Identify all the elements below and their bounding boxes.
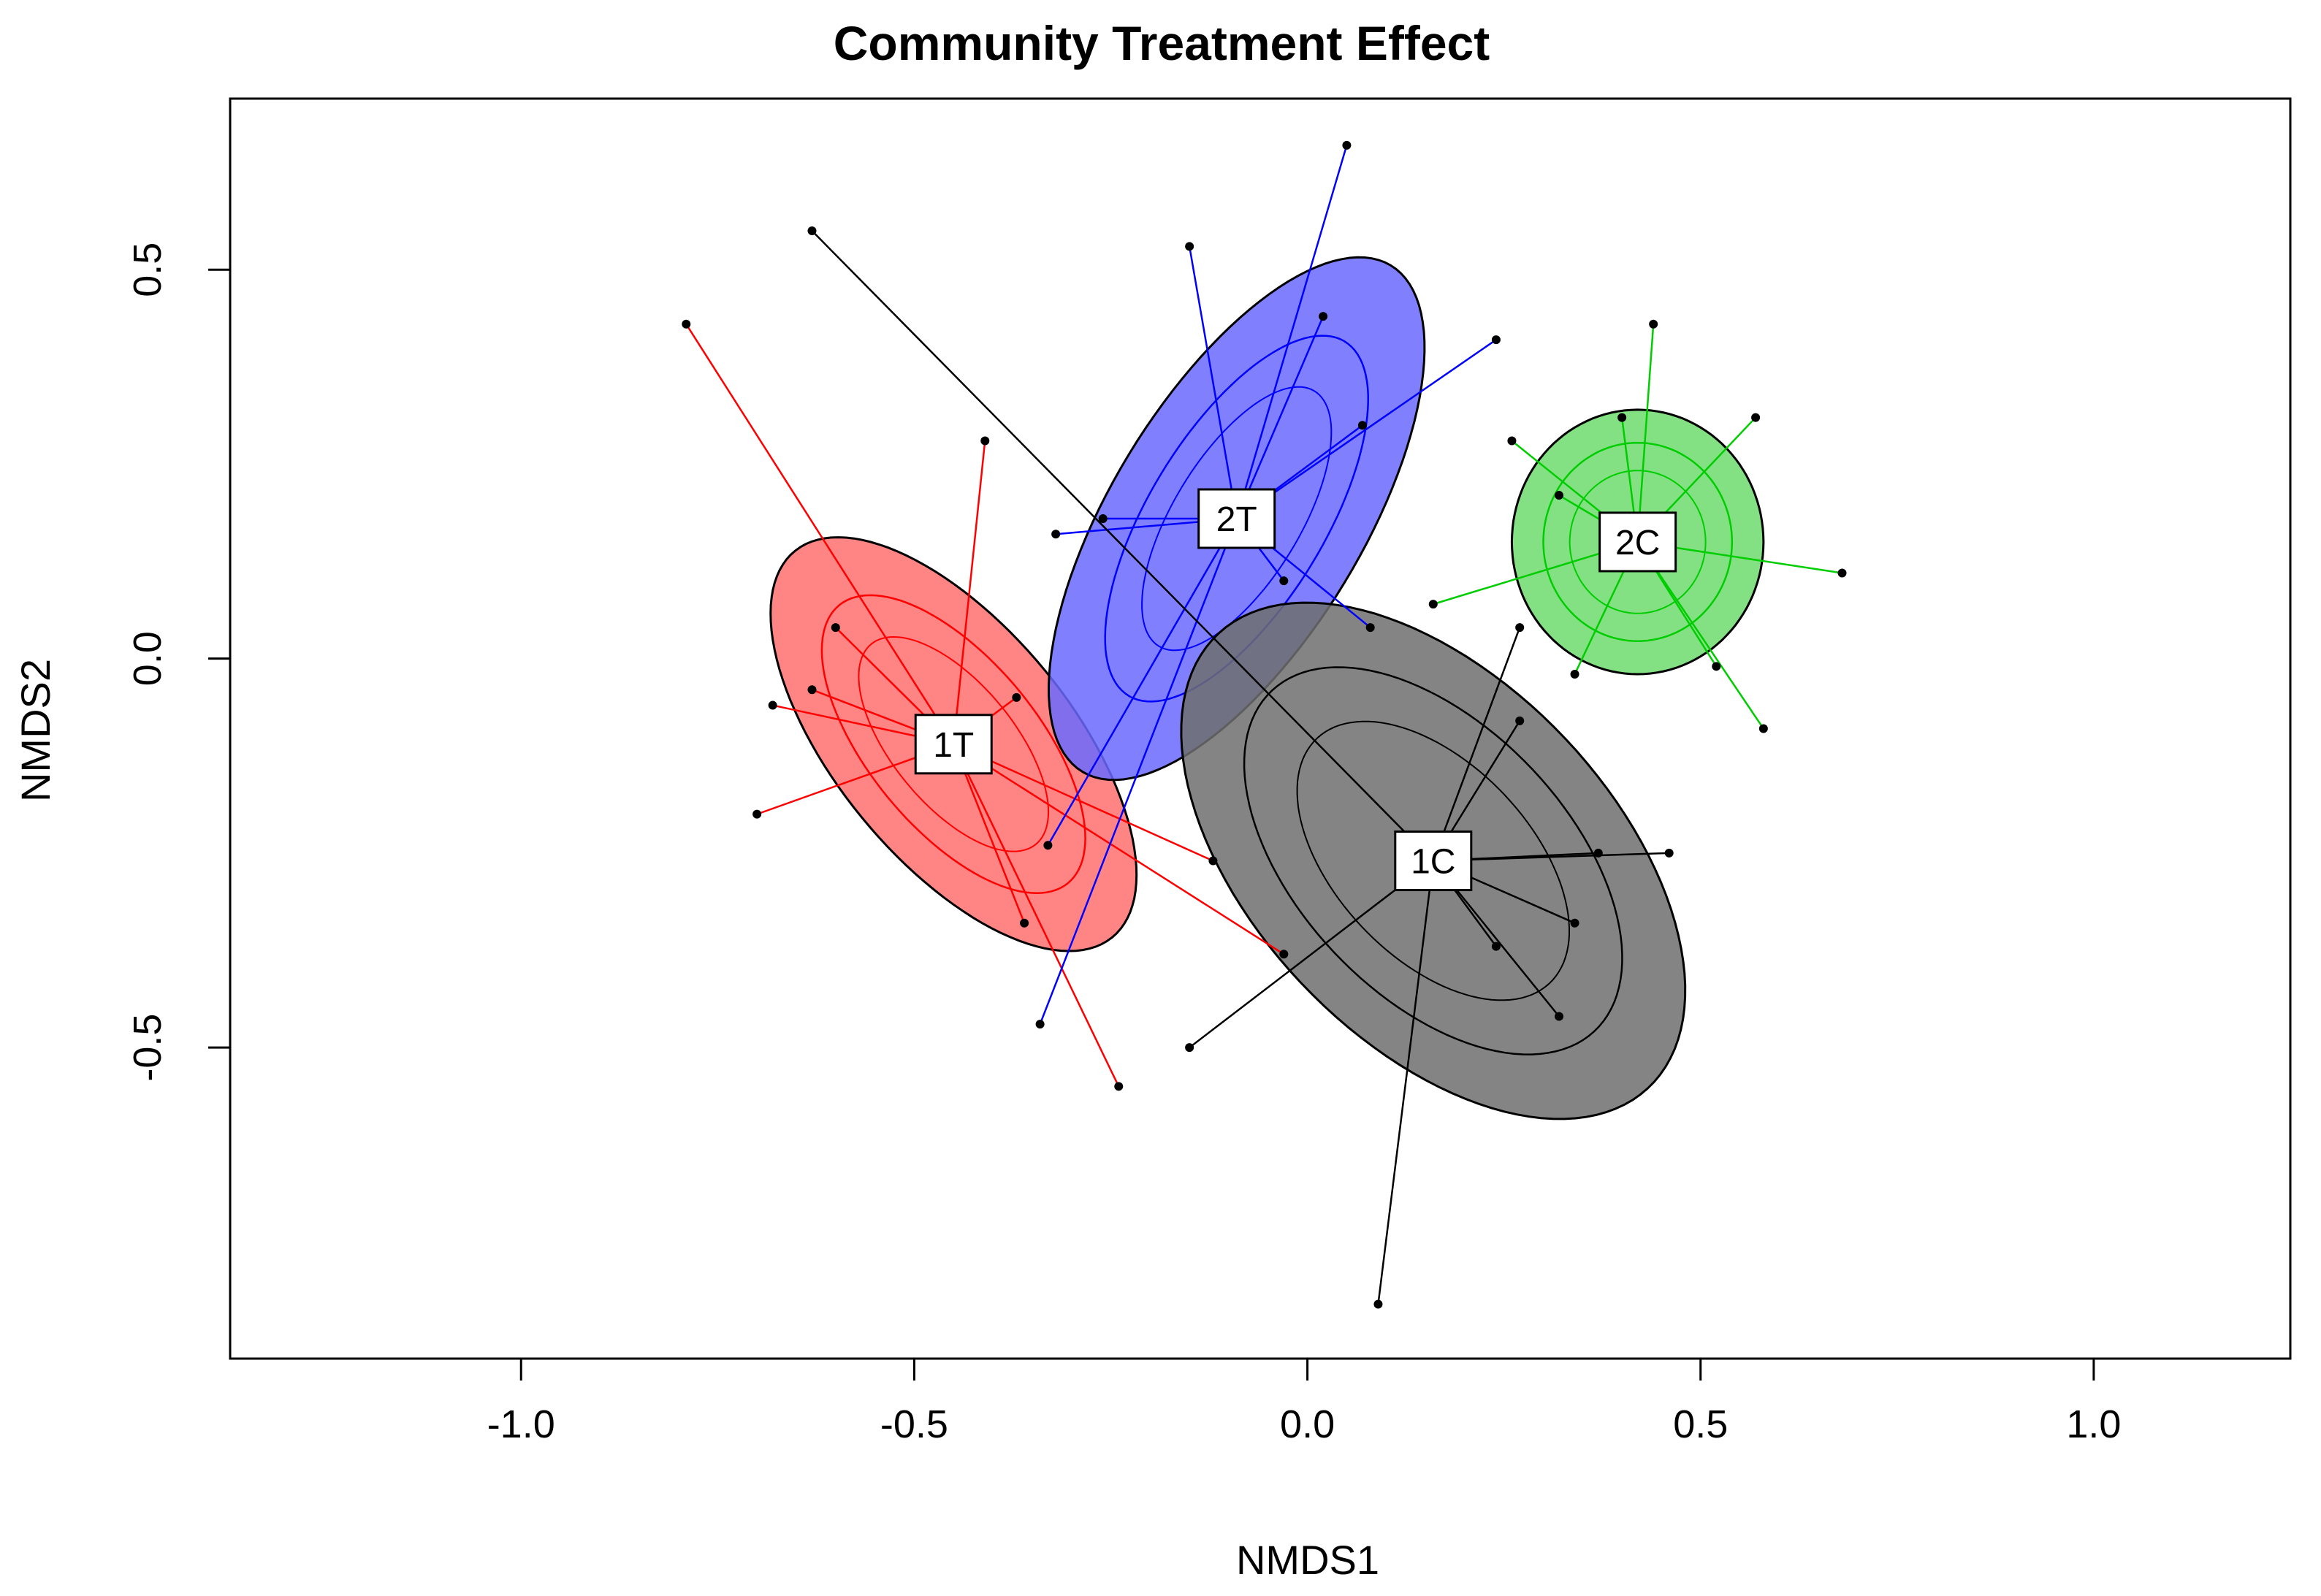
point-layer: [682, 140, 1847, 1309]
ellipse-inner-1c: [1243, 666, 1623, 1055]
data-point-1t: [1012, 692, 1021, 702]
ellipse-inner-2c: [1542, 441, 1734, 642]
axes-layer: -1.0 -0.5 0.0 0.5 1.0 0.5 0.0 -0.5: [126, 243, 2121, 1446]
chart-title: Community Treatment Effect: [834, 16, 1490, 70]
data-point-2c: [1751, 413, 1761, 422]
data-point-1c: [1373, 1299, 1383, 1309]
data-point-2c: [1428, 600, 1438, 609]
data-point-1t: [768, 700, 777, 710]
group-label-1t: 1T: [933, 726, 974, 765]
data-point-2c: [1837, 568, 1847, 578]
data-point-1c: [1593, 848, 1603, 858]
spider-line-2t: [1039, 518, 1238, 1025]
data-point-2t: [1319, 312, 1328, 321]
data-point-1c: [1664, 848, 1674, 858]
y-tick-label: 0.0: [126, 631, 169, 686]
data-point-2t: [1357, 421, 1367, 430]
data-point-2t: [1043, 841, 1053, 850]
group-label-1c: 1C: [1411, 843, 1455, 882]
data-point-1c: [1185, 1043, 1194, 1053]
ellipse-core-2t: [1141, 386, 1333, 652]
ellipse-core-1t: [858, 635, 1050, 852]
x-tick-label: 1.0: [2066, 1402, 2121, 1446]
data-point-2c: [1649, 319, 1658, 329]
spider-line-1c: [811, 230, 1434, 862]
group-label-layer: 1T 2T 2C 1C: [914, 488, 1677, 892]
spider-line-1t: [685, 324, 955, 745]
group-label-box-1t: [914, 714, 993, 775]
group-label-box-2c: [1598, 511, 1677, 573]
data-point-2c: [1555, 491, 1564, 500]
spider-line-1t: [953, 744, 1120, 1087]
data-point-2c: [1617, 413, 1627, 422]
data-point-1c: [1515, 623, 1525, 633]
ellipse-layer: [769, 256, 1765, 1120]
group-label-box-1c: [1394, 831, 1473, 892]
spider-line-2c: [1636, 324, 1655, 543]
data-point-2c: [1712, 662, 1721, 671]
data-point-1t: [807, 685, 817, 695]
spider-line-2c: [1636, 541, 1764, 730]
group-label-2t: 2T: [1216, 500, 1257, 539]
data-point-1t: [1020, 918, 1029, 928]
data-point-1t: [682, 319, 691, 329]
spider-line-2t: [1236, 339, 1497, 520]
x-tick-label: 0.0: [1280, 1402, 1335, 1446]
data-point-2c: [1507, 436, 1517, 446]
spider-line-1t: [953, 743, 1213, 862]
data-point-2t: [1035, 1020, 1045, 1029]
spider-line-1c: [1433, 852, 1669, 862]
spider-layer: [685, 145, 1842, 1305]
x-tick-label: 0.5: [1673, 1402, 1728, 1446]
data-point-2t: [1185, 242, 1194, 251]
data-point-2t: [1491, 335, 1501, 345]
ellipse-inner-1t: [820, 594, 1086, 894]
spider-line-1t: [953, 743, 1284, 955]
data-point-2t: [1279, 576, 1289, 586]
data-point-1c: [1570, 918, 1579, 928]
ellipse-inner-2t: [1104, 335, 1369, 703]
spider-line-1c: [1432, 627, 1521, 861]
data-point-2c: [1758, 724, 1768, 733]
data-point-2t: [1051, 530, 1061, 539]
y-tick-label: -0.5: [126, 1014, 169, 1082]
x-tick-label: -1.0: [487, 1402, 555, 1446]
data-point-1c: [1491, 942, 1501, 951]
data-point-1t: [831, 623, 840, 633]
x-tick-label: -0.5: [880, 1402, 948, 1446]
data-point-2t: [1365, 623, 1375, 633]
data-point-1t: [752, 809, 762, 819]
ellipse-core-2c: [1569, 470, 1707, 614]
spider-line-2t: [1047, 518, 1238, 846]
spider-line-1t: [952, 440, 986, 744]
data-point-2c: [1570, 669, 1579, 679]
ellipse-core-1c: [1296, 720, 1570, 1001]
data-point-1t: [1114, 1082, 1124, 1091]
y-tick-label: 0.5: [126, 243, 169, 297]
spider-line-2t: [1235, 145, 1348, 519]
data-point-2t: [1098, 514, 1108, 523]
group-label-box-2t: [1197, 488, 1276, 549]
spider-line-1c: [1377, 860, 1435, 1305]
data-point-1t: [980, 436, 990, 446]
y-axis-label: NMDS2: [12, 659, 58, 802]
data-point-2t: [1342, 140, 1352, 150]
data-point-1c: [1555, 1012, 1564, 1021]
data-point-1t: [1208, 856, 1218, 866]
data-point-1t: [1279, 950, 1289, 959]
x-axis-label: NMDS1: [1236, 1537, 1379, 1583]
data-point-1c: [1515, 716, 1525, 725]
group-label-2c: 2C: [1615, 524, 1660, 562]
spider-line-2t: [1235, 316, 1325, 519]
data-point-1c: [807, 226, 817, 236]
spider-line-2t: [1188, 246, 1238, 519]
spider-line-1c: [1189, 860, 1434, 1049]
